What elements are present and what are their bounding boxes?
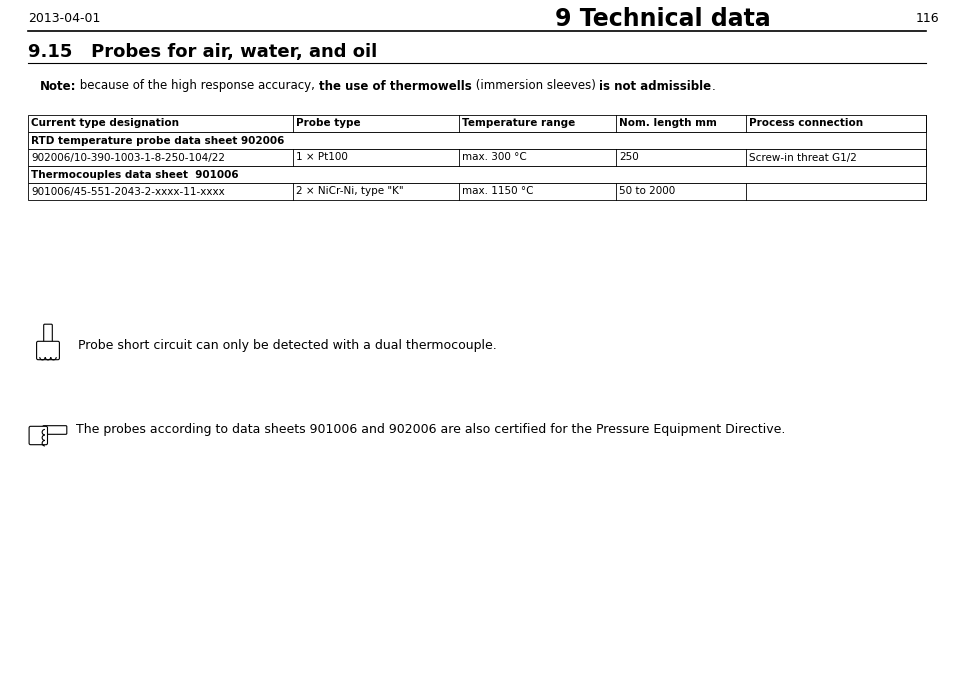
Text: 1 × Pt100: 1 × Pt100 [295, 152, 348, 162]
Text: Screw-in threat G1/2: Screw-in threat G1/2 [749, 152, 857, 162]
Text: (immersion sleeves): (immersion sleeves) [472, 79, 598, 93]
Text: 116: 116 [915, 12, 939, 26]
Bar [28, 149, 925, 166]
FancyBboxPatch shape [43, 426, 67, 435]
Text: 50 to 2000: 50 to 2000 [618, 186, 675, 196]
Text: RTD temperature probe data sheet 902006: RTD temperature probe data sheet 902006 [30, 135, 284, 146]
FancyBboxPatch shape [44, 324, 52, 346]
Text: Temperature range: Temperature range [461, 118, 575, 129]
Text: 9.15   Probes for air, water, and oil: 9.15 Probes for air, water, and oil [28, 43, 376, 61]
Text: max. 1150 °C: max. 1150 °C [461, 186, 533, 196]
Text: Nom. length mm: Nom. length mm [618, 118, 717, 129]
Bar [28, 166, 925, 183]
Text: Process connection: Process connection [749, 118, 862, 129]
Bar [28, 132, 925, 149]
Text: Current type designation: Current type designation [30, 118, 179, 129]
Text: Probe short circuit can only be detected with a dual thermocouple.: Probe short circuit can only be detected… [78, 338, 497, 351]
Text: Note:: Note: [40, 79, 76, 93]
Text: 901006/45-551-2043-2-xxxx-11-xxxx: 901006/45-551-2043-2-xxxx-11-xxxx [30, 186, 225, 196]
Text: 902006/10-390-1003-1-8-250-104/22: 902006/10-390-1003-1-8-250-104/22 [30, 152, 225, 162]
Bar [28, 183, 925, 200]
Text: .: . [711, 79, 715, 93]
Text: 9 Technical data: 9 Technical data [555, 7, 770, 31]
FancyBboxPatch shape [36, 341, 59, 359]
Text: 250: 250 [618, 152, 639, 162]
Text: The probes according to data sheets 901006 and 902006 are also certified for the: The probes according to data sheets 9010… [76, 424, 784, 437]
Text: max. 300 °C: max. 300 °C [461, 152, 526, 162]
Text: Thermocouples data sheet  901006: Thermocouples data sheet 901006 [30, 169, 238, 179]
Text: Probe type: Probe type [295, 118, 360, 129]
Text: because of the high response accuracy,: because of the high response accuracy, [76, 79, 319, 93]
Text: 2013-04-01: 2013-04-01 [28, 12, 100, 26]
Text: 2 × NiCr-Ni, type "K": 2 × NiCr-Ni, type "K" [295, 186, 403, 196]
FancyBboxPatch shape [30, 427, 48, 445]
Text: is not admissible: is not admissible [598, 79, 711, 93]
Bar [28, 115, 925, 132]
Text: the use of thermowells: the use of thermowells [319, 79, 472, 93]
